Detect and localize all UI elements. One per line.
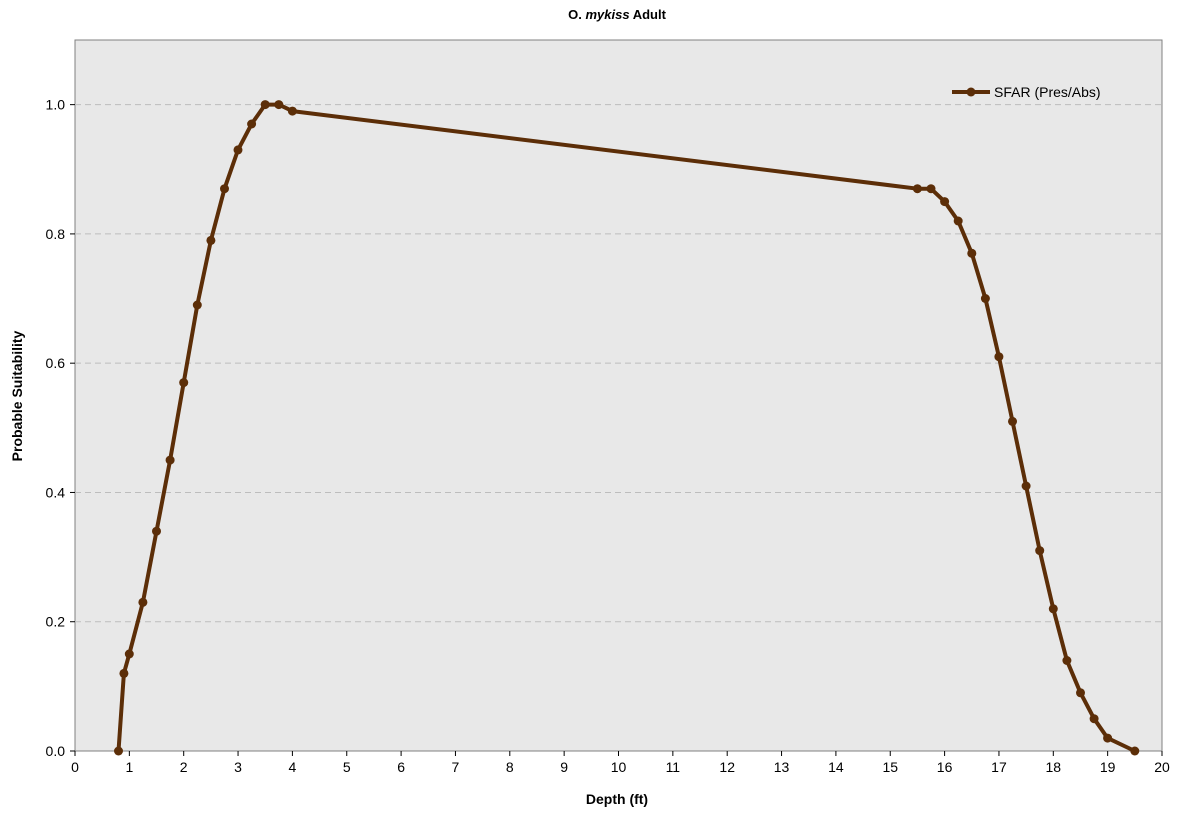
data-point: [138, 597, 148, 607]
x-tick-label: 2: [180, 759, 188, 775]
x-axis: 0 1 2 3 4 5 6 7 8 9 10 11 12 13 14 15 16 17 18 19 20: [71, 751, 1170, 775]
y-tick-label: 0.4: [46, 484, 66, 500]
chart-title-prefix: O.: [568, 7, 582, 22]
data-point: [1089, 714, 1099, 724]
plot-area: [74, 39, 1163, 752]
data-point: [1008, 416, 1017, 426]
data-point: [152, 526, 161, 536]
data-point: [192, 300, 202, 310]
legend-marker-swatch: [966, 87, 976, 97]
gridlines: [75, 104, 1162, 623]
y-axis-title: Probable Suitability: [9, 330, 25, 461]
chart-title: O. mykiss Adult: [568, 7, 666, 22]
y-tick-label: 0.8: [46, 226, 66, 242]
x-tick-label: 20: [1154, 759, 1170, 775]
x-tick-label: 4: [289, 759, 297, 775]
data-point: [912, 184, 922, 194]
y-axis: 0.0 0.2 0.4 0.6 0.8 1.0: [46, 97, 75, 759]
y-tick-label: 1.0: [46, 97, 66, 113]
data-point: [247, 119, 257, 129]
data-point: [1021, 481, 1031, 491]
chart-title-suffix: Adult: [633, 7, 667, 22]
series-layer: [114, 100, 1140, 756]
chart-title-italic: mykiss: [585, 7, 629, 22]
x-axis-title: Depth (ft): [586, 791, 648, 807]
data-point: [114, 746, 123, 756]
data-point: [165, 455, 175, 465]
data-point: [953, 216, 963, 226]
data-point: [967, 248, 977, 258]
x-tick-label: 1: [125, 759, 133, 775]
data-point: [1130, 746, 1140, 756]
x-tick-label: 18: [1046, 759, 1062, 775]
data-point: [1076, 688, 1085, 698]
x-tick-label: 11: [666, 759, 681, 775]
data-point: [206, 235, 216, 245]
x-tick-label: 15: [882, 759, 898, 775]
legend: SFAR (Pres/Abs): [952, 84, 1101, 100]
x-tick-label: 19: [1100, 759, 1116, 775]
x-tick-label: 8: [506, 759, 514, 775]
x-tick-label: 13: [774, 759, 790, 775]
x-tick-label: 6: [397, 759, 405, 775]
x-tick-label: 9: [560, 759, 568, 775]
x-tick-label: 7: [452, 759, 460, 775]
data-point: [926, 184, 936, 194]
x-tick-label: 3: [234, 759, 242, 775]
data-point: [220, 184, 229, 194]
x-tick-label: 0: [71, 759, 79, 775]
data-point: [940, 197, 950, 207]
data-point: [1103, 733, 1113, 743]
x-tick-label: 16: [937, 759, 953, 775]
data-point: [1062, 656, 1072, 665]
legend-label: SFAR (Pres/Abs): [994, 84, 1101, 100]
x-tick-label: 14: [828, 759, 844, 775]
data-point: [233, 145, 243, 155]
y-tick-label: 0.0: [46, 743, 66, 759]
data-point: [287, 106, 297, 116]
data-point: [124, 649, 134, 659]
x-tick-label: 12: [719, 759, 735, 775]
data-point: [119, 668, 129, 678]
data-point: [1048, 604, 1058, 614]
data-point: [260, 100, 270, 110]
y-tick-label: 0.2: [46, 614, 66, 630]
data-point: [274, 100, 284, 110]
x-tick-label: 5: [343, 759, 351, 775]
data-point: [1035, 546, 1045, 556]
data-point: [980, 294, 990, 303]
data-point: [179, 378, 189, 388]
x-tick-label: 10: [611, 759, 627, 775]
data-point: [994, 352, 1004, 362]
x-tick-label: 17: [991, 759, 1007, 775]
y-tick-label: 0.6: [46, 355, 66, 371]
